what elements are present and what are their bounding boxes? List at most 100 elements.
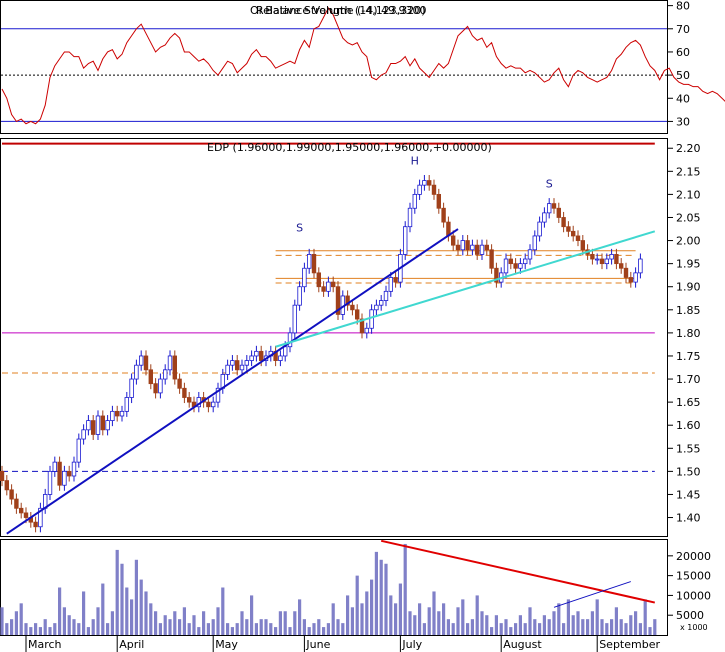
volume-bar [470,619,474,635]
candle-body [311,254,317,274]
volume-bar [413,615,417,635]
volume-bar [586,619,590,635]
volume-bar [163,615,167,635]
volume-bar [288,627,292,635]
volume-bar [110,611,114,635]
volume-bar [475,595,479,635]
price-y-tick-label: 1.40 [676,512,701,525]
volume-bar [346,595,350,635]
volume-bar [394,603,398,635]
candle-body [460,240,465,251]
candle-body [489,249,494,269]
volume-bar [158,623,162,635]
price-trendlines [6,228,656,535]
volume-bar [360,603,364,635]
candle-body [335,286,341,315]
candle-body [412,193,417,209]
volume-bar [365,591,369,635]
volume-bar [144,591,148,635]
price-y-tick-label: 2.05 [676,211,701,224]
volume-bar [115,549,119,635]
candle-body [38,507,43,528]
volume-bar [240,611,244,635]
volume-bar [67,615,71,635]
price-y-tick-label: 2.15 [676,165,701,178]
volume-bar [53,623,57,635]
candle-body [595,258,600,261]
volume-bar [77,623,81,635]
price-panel-frame [0,138,668,537]
price-y-tick-label: 1.75 [676,350,701,363]
volume-bar [614,607,618,635]
x-axis: March April May June July August September [0,635,667,652]
volume-bar [125,587,129,635]
volume-bar [226,623,230,635]
price-y-tick-label: 2.20 [676,142,701,155]
candle-body [158,378,163,394]
candle-body [52,461,57,472]
price-overlay-line [6,228,459,535]
volume-y-tick-label: 20000 [676,550,711,563]
candle-body [599,258,605,265]
candle-body [254,350,259,357]
candle-body [561,217,566,228]
volume-bar [245,619,249,635]
candle-body [470,244,475,251]
rsi-title: Relative Strength (14) 49.9300 [256,4,427,17]
volume-bar [187,623,191,635]
price-annotations: S H S [296,154,553,234]
candle-body [330,281,336,288]
candle-body [527,249,533,260]
volume-bar [494,615,498,635]
candle-body [378,300,384,306]
candle-body [532,235,537,251]
candle-body [393,277,398,283]
rsi-reference-lines [1,28,667,122]
volume-bar [0,607,4,635]
candle-body [210,401,216,408]
candle-body [167,355,173,371]
x-tick-label: July [401,638,422,651]
candle-body [287,332,293,348]
volume-bar [446,619,450,635]
volume-bar [590,611,594,635]
volume-bar [86,627,90,635]
candle-body [566,226,571,232]
volume-bar [643,599,647,635]
rsi-y-tick-label: 40 [676,92,690,105]
volume-y-tick-label: 15000 [676,570,711,583]
price-y-tick-label: 1.65 [676,396,701,409]
candle-body [441,207,446,223]
price-y-tick-label: 2.00 [676,235,701,248]
candle-body [350,304,355,311]
volume-bar [581,619,585,635]
candle-body [369,309,374,329]
candle-body [95,415,101,435]
volume-bar [384,563,388,635]
candle-body [249,355,254,361]
candle-body [182,387,187,398]
volume-bar [139,579,143,635]
volume-trendlines [380,539,656,608]
candle-body [316,272,321,288]
volume-bar [197,627,201,635]
candle-body [76,438,81,463]
candle-body [119,410,125,417]
price-overlay-line [275,230,656,348]
volume-bar [96,607,100,635]
rsi-y-tick-label: 60 [676,46,690,59]
x-tick-label: September [599,638,660,651]
volume-bar [149,603,153,635]
x-tick-label: June [305,638,330,651]
volume-bar [528,607,532,635]
volume-bar [182,607,186,635]
x-tick-label: August [503,638,542,651]
candle-body [33,521,38,528]
volume-bar [504,619,508,635]
volume-bar [451,623,455,635]
volume-bar [19,603,23,635]
candle-body [91,420,96,435]
candle-body [292,304,297,334]
volume-bar [595,599,599,635]
